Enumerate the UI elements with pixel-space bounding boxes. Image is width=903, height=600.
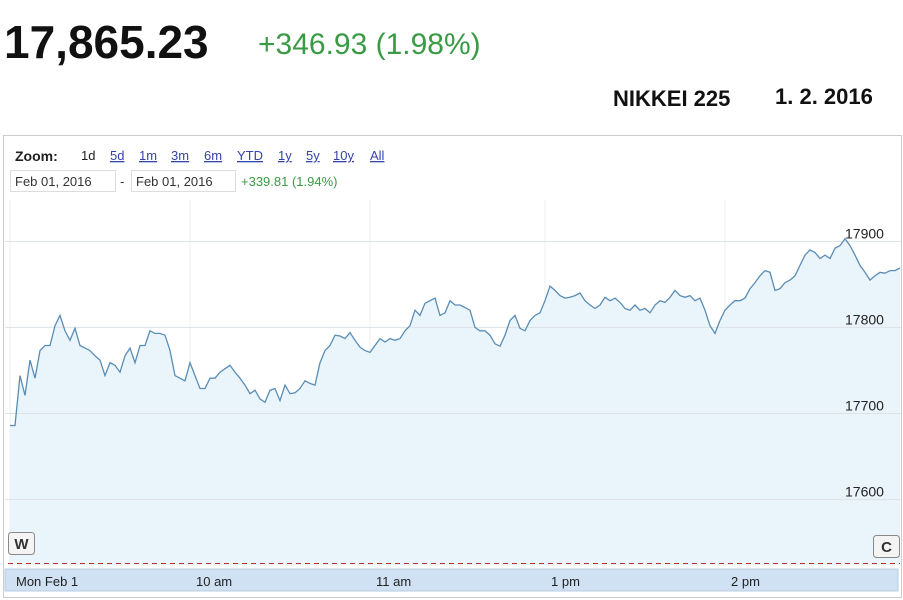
date-separator: - (120, 174, 124, 189)
area (10, 238, 900, 565)
zoom-option[interactable]: 10y (333, 148, 354, 163)
zoom-option[interactable]: 3m (171, 148, 189, 163)
zoom-option[interactable]: 1y (278, 148, 292, 163)
date: 1. 2. 2016 (775, 84, 873, 109)
zoom-option[interactable]: 1d (81, 148, 95, 163)
x-axis-band (4, 568, 899, 592)
y-tick-label: 17800 (845, 311, 884, 327)
x-tick-label: 10 am (196, 574, 232, 589)
plot: 17600 17700 17800 17900 (5, 200, 901, 565)
zoom-option[interactable]: 6m (204, 148, 222, 163)
price-change: +346.93 (1.98%) (258, 28, 481, 61)
x-axis: Mon Feb 1 10 am 11 am 1 pm 2 pm (16, 574, 760, 589)
y-tick-label: 17600 (845, 484, 884, 500)
x-tick-label: Mon Feb 1 (16, 574, 78, 589)
zoom-label: Zoom: (15, 148, 58, 164)
y-tick-label: 17900 (845, 225, 884, 241)
price-line (10, 237, 901, 427)
x-tick-label: 2 pm (731, 574, 760, 589)
zoom-option[interactable]: All (370, 148, 385, 163)
button-label: W (14, 536, 29, 553)
button-w[interactable] (8, 532, 35, 555)
date-input[interactable] (10, 170, 116, 192)
x-tick-label: 11 am (376, 574, 411, 589)
date-input[interactable] (131, 170, 236, 192)
zoom-option[interactable]: 5d (110, 148, 124, 163)
date-to: Feb 01, 2016 (136, 174, 213, 189)
zoom-option[interactable]: 5y (306, 148, 320, 163)
button-label: C (881, 539, 892, 556)
price: 17,865.23 (4, 16, 209, 68)
y-tick-label: 17700 (845, 397, 884, 413)
zoom-option[interactable]: 1m (139, 148, 157, 163)
index-name: NIKKEI 225 (613, 86, 730, 111)
zoom-option[interactable]: YTD (237, 148, 263, 163)
date-from: Feb 01, 2016 (15, 174, 92, 189)
range-change: +339.81 (1.94%) (241, 174, 337, 189)
x-tick-label: 1 pm (551, 574, 580, 589)
button-c[interactable] (873, 535, 900, 558)
